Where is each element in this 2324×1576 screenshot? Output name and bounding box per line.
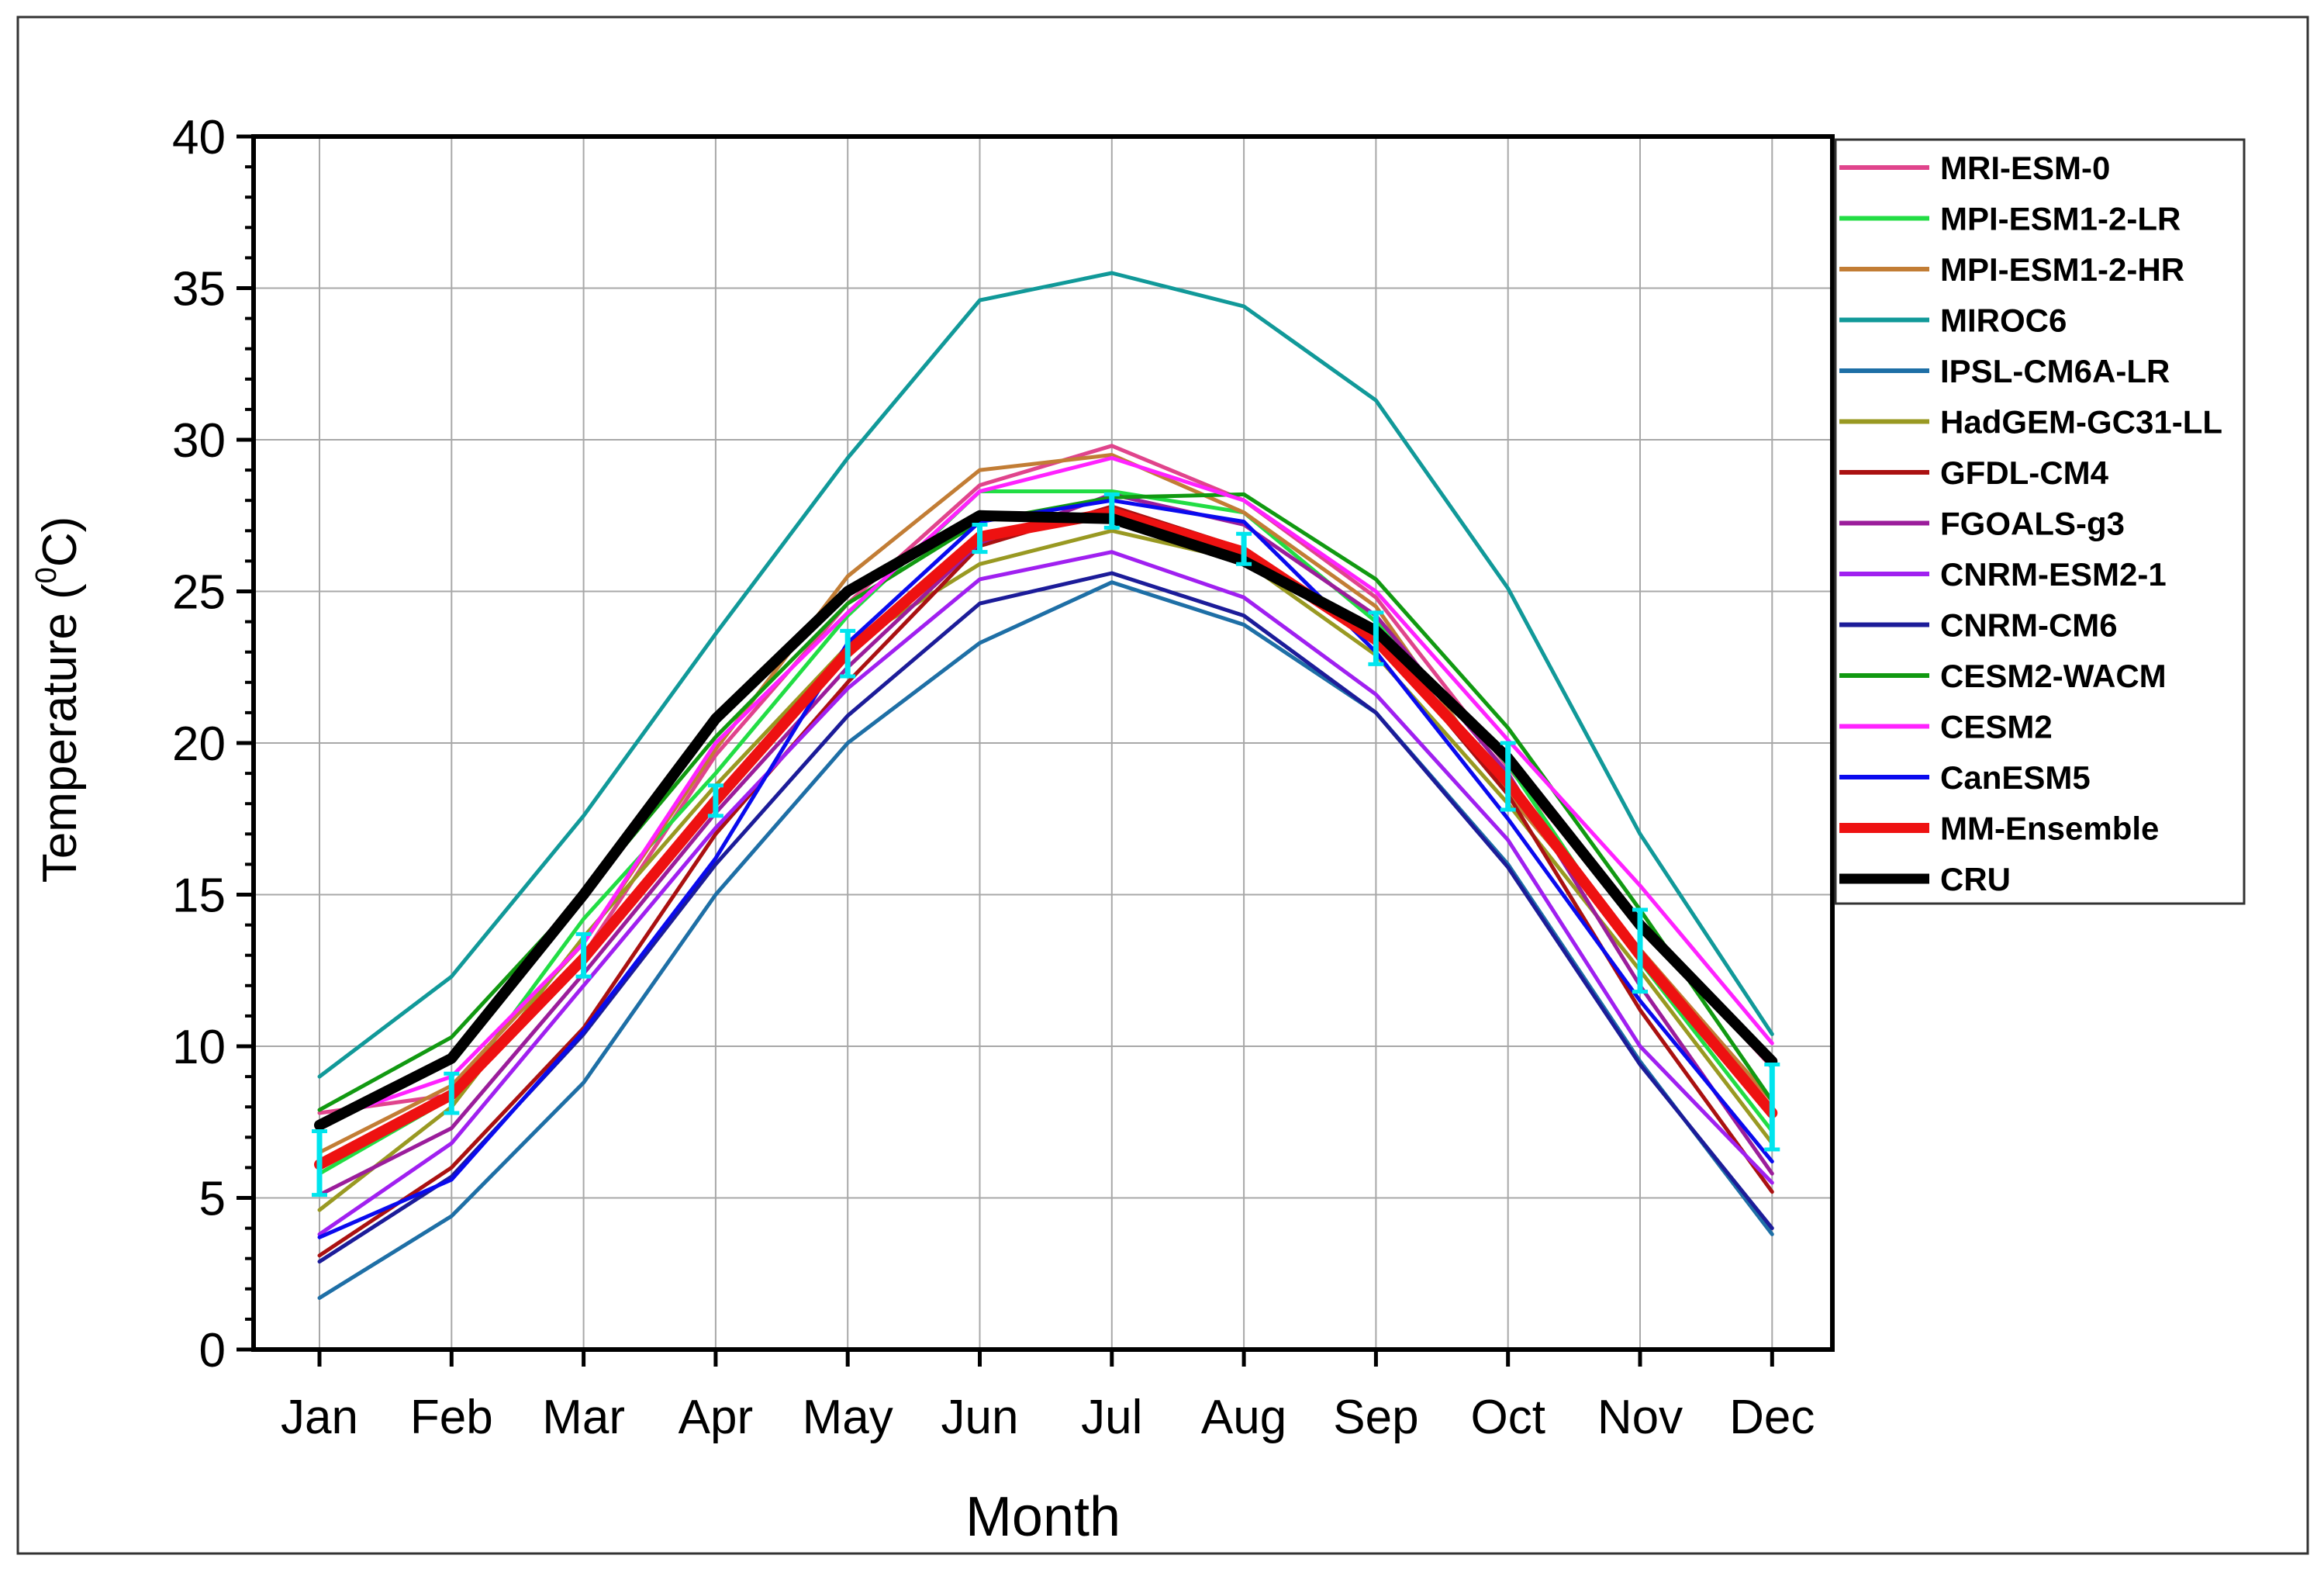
legend-label: CRU: [1940, 861, 2011, 897]
y-axis-label-text: Temperature (: [33, 583, 87, 883]
x-axis-label: Month: [965, 1486, 1121, 1548]
y-tick-label: 15: [172, 869, 226, 923]
x-tick-label: May: [803, 1391, 893, 1444]
y-tick-label: 25: [172, 566, 226, 620]
series-lines: [314, 271, 1778, 1300]
x-axis: Jan Feb Mar Apr May Jun Jul Aug Sep Oct Nov Dec: [281, 1350, 1815, 1444]
x-tick-label: Mar: [542, 1391, 625, 1444]
series-line-CanESM5: [317, 498, 1774, 1239]
series-line-CESM2: [317, 456, 1774, 1125]
series-line-MM-Ensemble: [314, 506, 1778, 1170]
legend-label: CNRM-CM6: [1940, 607, 2118, 644]
error-bars: [312, 492, 1780, 1198]
y-axis-label: Temperature (0C): [30, 517, 87, 883]
grid: [254, 137, 1832, 1350]
x-tick-label: Oct: [1470, 1391, 1545, 1444]
series-line-MIROC6: [317, 271, 1774, 1079]
legend-label: MPI-ESM1-2-LR: [1940, 201, 2181, 237]
series-line-CRU: [314, 510, 1778, 1131]
legend-label: CESM2: [1940, 709, 2053, 745]
y-tick-label: 35: [172, 263, 226, 316]
legend-label: MPI-ESM1-2-HR: [1940, 251, 2184, 288]
legend: MRI-ESM-0 MPI-ESM1-2-LR MPI-ESM1-2-HR MIROC…: [1834, 138, 2246, 905]
legend-label: GFDL-CM4: [1940, 454, 2109, 491]
legend-label: MRI-ESM-0: [1940, 150, 2110, 186]
x-tick-label: Aug: [1201, 1391, 1286, 1444]
legend-label: CanESM5: [1940, 759, 2091, 796]
y-tick-label: 40: [172, 111, 226, 164]
x-tick-label: Jan: [281, 1391, 358, 1444]
y-tick-label: 10: [172, 1021, 226, 1074]
x-tick-label: Sep: [1333, 1391, 1418, 1444]
y-tick-label: 30: [172, 414, 226, 468]
x-tick-label: Apr: [679, 1391, 753, 1444]
x-tick-label: Feb: [410, 1391, 493, 1444]
y-axis-label-superscript: 0: [30, 567, 63, 583]
legend-label: MIROC6: [1940, 302, 2067, 339]
legend-label: HadGEM-GC31-LL: [1940, 404, 2222, 441]
x-tick-label: Dec: [1729, 1391, 1815, 1444]
legend-label: CNRM-ESM2-1: [1940, 556, 2167, 593]
series-line-MPI-ESM1-2-LR: [317, 489, 1774, 1176]
x-tick-label: Nov: [1597, 1391, 1683, 1444]
legend-label: IPSL-CM6A-LR: [1940, 353, 2170, 389]
legend-label: FGOALS-g3: [1940, 506, 2125, 542]
series-line-CNRM-ESM2-1: [317, 550, 1774, 1236]
y-tick-label: 0: [199, 1324, 226, 1377]
y-axis: 0 5 10 15 20 25 30 35 40: [172, 111, 254, 1377]
x-tick-label: Jul: [1081, 1391, 1142, 1444]
legend-label: MM-Ensemble: [1940, 810, 2159, 847]
y-axis-label-unit: C): [33, 517, 87, 567]
legend-label: CESM2-WACM: [1940, 658, 2167, 694]
y-tick-label: 20: [172, 717, 226, 771]
y-tick-label: 5: [199, 1173, 226, 1226]
x-tick-label: Jun: [941, 1391, 1019, 1444]
